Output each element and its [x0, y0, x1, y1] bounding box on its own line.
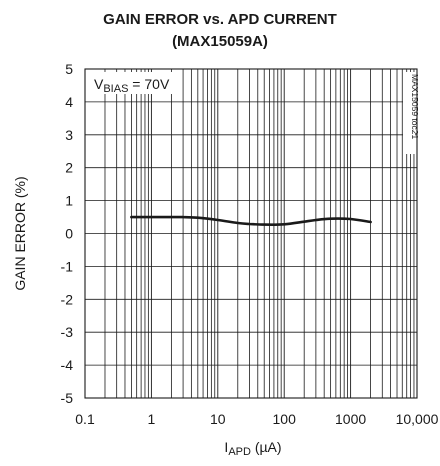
plot-frame	[84, 68, 418, 399]
y-tick-label: -4	[61, 357, 74, 373]
y-tick-label: 5	[65, 61, 73, 77]
x-axis-label: IAPD (µA)	[224, 439, 281, 458]
x-tick-label: 1	[148, 411, 156, 427]
y-tick-label: -5	[61, 390, 74, 406]
y-tick-label: 3	[65, 127, 73, 143]
y-tick-label: -1	[61, 258, 74, 274]
x-tick-label: 0.1	[75, 411, 95, 427]
y-tick-label: 4	[65, 94, 73, 110]
y-axis-label: GAIN ERROR (%)	[12, 176, 28, 290]
chart-title: GAIN ERROR vs. APD CURRENT	[103, 11, 337, 28]
chart-subtitle: (MAX15059A)	[172, 33, 268, 50]
x-tick-label: 1000	[335, 411, 366, 427]
y-tick-label: 2	[65, 160, 73, 176]
x-tick-label: 10	[210, 411, 226, 427]
x-tick-label: 100	[273, 411, 297, 427]
y-tick-label: -2	[61, 291, 74, 307]
y-tick-label: -3	[61, 324, 74, 340]
y-tick-label: 1	[65, 193, 73, 209]
watermark-text: MAX15059 toc21	[410, 74, 420, 139]
x-tick-label: 10,000	[396, 411, 439, 427]
annotation-background	[88, 72, 178, 94]
y-tick-label: 0	[65, 226, 73, 242]
bias-annotation: VBIAS = 70V	[94, 76, 170, 95]
series-line	[130, 215, 372, 226]
watermark-background	[403, 72, 415, 154]
